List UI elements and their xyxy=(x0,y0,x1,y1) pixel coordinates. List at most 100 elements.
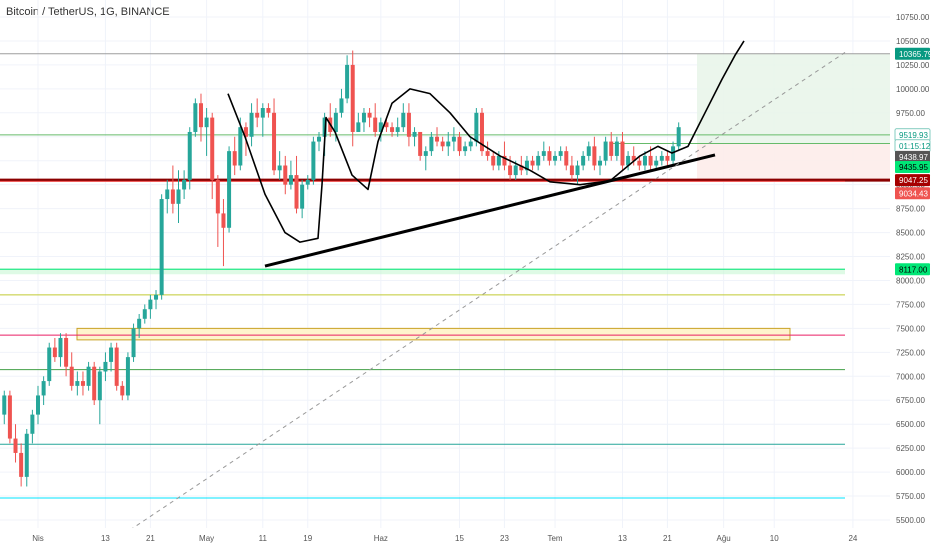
candle xyxy=(418,131,423,156)
candle xyxy=(339,98,344,113)
candle xyxy=(30,414,35,434)
price-label-bg xyxy=(895,160,930,173)
y-tick-label: 7000.00 xyxy=(896,372,925,381)
candle xyxy=(92,366,97,401)
candle xyxy=(524,160,529,171)
price-label: 10365.79 xyxy=(899,50,932,59)
candle xyxy=(446,141,451,147)
candle xyxy=(575,165,580,176)
candle xyxy=(384,122,389,128)
y-tick-label: 6750.00 xyxy=(896,396,925,405)
candle xyxy=(569,165,574,176)
candle xyxy=(367,112,372,118)
y-tick-label: 7250.00 xyxy=(896,348,925,357)
candle xyxy=(109,347,114,362)
candle xyxy=(182,179,187,190)
candle xyxy=(350,64,355,132)
candle xyxy=(519,165,524,171)
candle xyxy=(305,179,310,185)
candle xyxy=(142,309,147,319)
candle xyxy=(654,160,659,166)
x-tick-label: 21 xyxy=(663,534,672,543)
candle xyxy=(479,112,484,152)
candle xyxy=(491,155,496,166)
candle xyxy=(558,151,563,156)
y-tick-label: 10000.00 xyxy=(896,85,930,94)
candle xyxy=(260,108,265,118)
candle xyxy=(210,117,215,180)
y-tick-label: 8250.00 xyxy=(896,253,925,262)
candle xyxy=(36,395,40,415)
x-tick-label: Ağu xyxy=(717,534,731,543)
candle xyxy=(564,151,569,166)
chart-title: Bitcoin / TetherUS, 1G, BINANCE xyxy=(6,6,170,18)
candle xyxy=(614,141,619,156)
candle xyxy=(165,189,170,200)
candle xyxy=(642,155,647,166)
hand-drawn-curve xyxy=(227,40,745,243)
y-tick-label: 8750.00 xyxy=(896,205,925,214)
candle xyxy=(283,165,288,185)
candle xyxy=(361,112,366,123)
candle xyxy=(176,189,181,204)
candle xyxy=(317,136,321,142)
candle xyxy=(120,385,125,396)
candle xyxy=(671,146,676,161)
candle xyxy=(266,108,271,113)
candle xyxy=(232,151,237,166)
candle xyxy=(541,151,546,156)
candle xyxy=(581,155,586,166)
y-tick-label: 5500.00 xyxy=(896,516,925,525)
candle xyxy=(592,146,597,166)
candle xyxy=(603,141,608,161)
price-label: 9435.95 xyxy=(899,163,928,172)
candle xyxy=(345,64,350,99)
y-tick-label: 6000.00 xyxy=(896,468,925,477)
candle xyxy=(536,155,541,166)
price-label: 01:15:12 xyxy=(899,142,931,151)
support-band xyxy=(0,268,845,275)
candle xyxy=(24,433,29,477)
candle xyxy=(468,141,473,147)
time-axis xyxy=(0,528,932,550)
candle xyxy=(294,175,299,209)
y-tick-label: 10750.00 xyxy=(896,13,930,22)
price-label-bg xyxy=(895,174,930,187)
y-tick-label: 5750.00 xyxy=(896,492,925,501)
price-label-bg xyxy=(895,263,930,276)
candle xyxy=(423,151,428,156)
candle xyxy=(243,127,248,137)
candle xyxy=(170,189,175,204)
y-tick-label: 8500.00 xyxy=(896,229,925,238)
candle xyxy=(401,112,406,128)
candle xyxy=(97,371,102,401)
candle xyxy=(227,151,232,228)
candle xyxy=(114,347,119,386)
candle xyxy=(412,131,417,137)
price-label: 9519.93 xyxy=(899,131,928,140)
x-tick-label: 13 xyxy=(101,534,110,543)
candle xyxy=(311,141,316,180)
candle xyxy=(463,146,468,152)
candle xyxy=(333,112,338,132)
price-label: 9438.97 xyxy=(899,153,928,162)
y-tick-label: 6500.00 xyxy=(896,420,925,429)
candles xyxy=(2,50,681,487)
candle xyxy=(457,136,462,152)
candle xyxy=(187,131,192,180)
x-tick-label: 15 xyxy=(455,534,464,543)
candle xyxy=(631,155,636,161)
candle xyxy=(272,112,277,171)
candle xyxy=(154,294,159,300)
price-label: 9034.43 xyxy=(899,189,928,198)
profit-zone xyxy=(697,53,890,144)
candle xyxy=(406,112,411,137)
x-tick-label: May xyxy=(199,534,214,543)
x-tick-label: 19 xyxy=(303,534,312,543)
y-tick-label: 7750.00 xyxy=(896,300,925,309)
candle xyxy=(75,381,80,386)
price-label-bg xyxy=(895,150,930,163)
horizontal-lines xyxy=(0,53,890,499)
